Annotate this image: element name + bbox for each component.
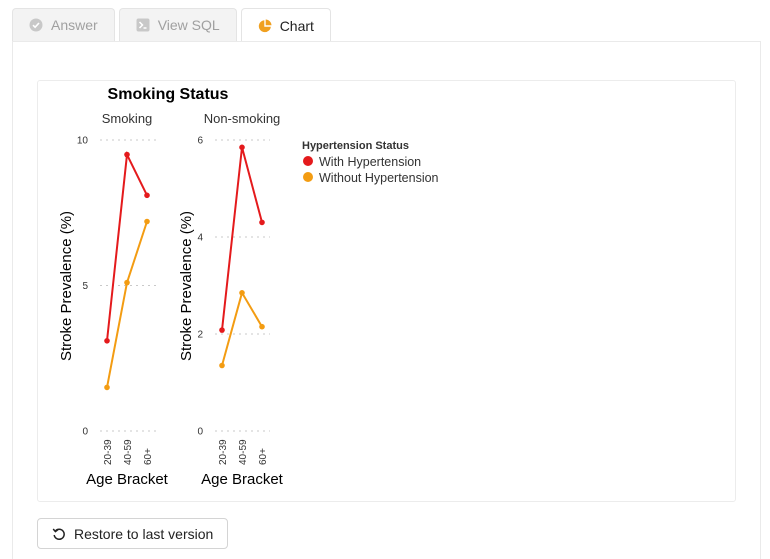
data-point <box>104 384 110 391</box>
y-tick-label: 10 <box>77 136 89 147</box>
data-point <box>124 151 130 158</box>
terminal-icon <box>136 18 150 32</box>
tab-answer-label: Answer <box>51 17 98 33</box>
x-axis-label-non-smoking: Age Bracket <box>201 471 284 488</box>
tab-view-sql[interactable]: View SQL <box>118 8 237 41</box>
undo-icon <box>52 527 66 541</box>
x-tick-label: 60+ <box>143 448 154 465</box>
chart-svg: Smoking Status Smoking Non-smoking Strok… <box>58 86 439 488</box>
data-point <box>239 144 245 151</box>
data-point <box>144 192 150 199</box>
tab-chart[interactable]: Chart <box>240 8 331 43</box>
restore-button-label: Restore to last version <box>74 525 214 542</box>
tab-bar: Answer View SQL Chart <box>12 8 331 43</box>
check-circle-icon <box>29 18 43 32</box>
data-point <box>219 362 225 369</box>
tab-chart-label: Chart <box>279 18 314 34</box>
pie-chart-icon <box>258 19 272 33</box>
y-axis-label-non-smoking: Stroke Prevalence (%) <box>178 211 195 361</box>
legend-swatch-without-hypertension <box>303 172 313 182</box>
data-point <box>104 338 110 344</box>
chart-card: Smoking Status Smoking Non-smoking Strok… <box>37 80 736 502</box>
legend-title: Hypertension Status <box>302 140 409 152</box>
y-tick-label: 0 <box>197 427 203 438</box>
facet-label-non-smoking: Non-smoking <box>204 111 281 126</box>
x-tick-label: 20-39 <box>218 439 229 465</box>
legend-label-with-hypertension: With Hypertension <box>319 155 421 169</box>
data-point <box>259 323 265 330</box>
y-tick-label: 2 <box>197 330 203 341</box>
data-point <box>219 327 225 333</box>
data-point <box>124 279 130 286</box>
data-point <box>239 290 245 296</box>
data-point <box>144 218 150 225</box>
y-tick-label: 0 <box>82 427 88 438</box>
series-line <box>221 290 263 366</box>
series-line <box>221 147 263 331</box>
legend-label-without-hypertension: Without Hypertension <box>319 171 439 185</box>
y-tick-label: 6 <box>197 136 203 147</box>
x-tick-label: 40-59 <box>238 439 249 465</box>
tab-answer[interactable]: Answer <box>12 8 115 41</box>
legend-swatch-with-hypertension <box>303 156 313 166</box>
x-tick-label: 40-59 <box>123 439 134 465</box>
x-tick-label: 20-39 <box>103 439 114 465</box>
x-axis-label-smoking: Age Bracket <box>86 471 169 488</box>
x-tick-label: 60+ <box>258 448 269 465</box>
y-tick-label: 5 <box>82 281 88 292</box>
data-point <box>259 219 265 226</box>
tab-view-sql-label: View SQL <box>157 17 220 33</box>
restore-button[interactable]: Restore to last version <box>37 518 228 549</box>
y-axis-label-smoking: Stroke Prevalence (%) <box>58 211 75 361</box>
facet-label-smoking: Smoking <box>102 111 153 126</box>
series-line <box>106 151 148 341</box>
chart-title: Smoking Status <box>108 86 229 103</box>
series-line <box>106 221 148 388</box>
y-tick-label: 4 <box>197 233 203 244</box>
